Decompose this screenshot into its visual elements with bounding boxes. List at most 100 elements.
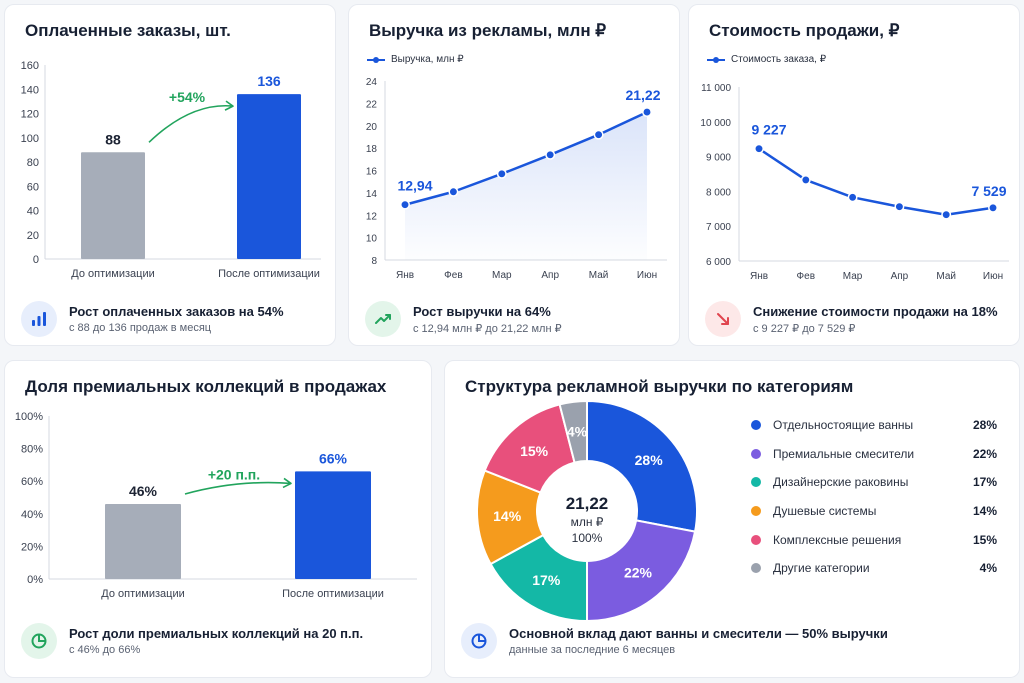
data-point bbox=[496, 168, 507, 179]
legend-label: Премиальные смесители bbox=[773, 446, 915, 461]
donut-slice bbox=[586, 399, 698, 533]
slice-label: 14% bbox=[493, 508, 522, 524]
donut-hole bbox=[538, 462, 636, 560]
data-point bbox=[894, 201, 905, 212]
legend-line-marker bbox=[707, 56, 725, 63]
footer-title: Основной вклад дают ванны и смесители — … bbox=[509, 626, 888, 641]
legend-label: Отдельностоящие ванны bbox=[773, 418, 914, 433]
cost-per-sale-chart: 6 000 7 000 8 000 9 000 10 000 11 000 Янв Фев Ма… bbox=[700, 83, 1009, 282]
legend-value: 14% bbox=[972, 504, 997, 519]
y-tick-label: 80 bbox=[27, 157, 39, 169]
revenue-structure-card: Структура рекламной выручки по категория… bbox=[444, 360, 1020, 678]
y-tick-label: 24 bbox=[366, 77, 378, 88]
y-tick-label: 22 bbox=[366, 99, 378, 110]
bar-chart-icon bbox=[21, 301, 57, 337]
legend-swatch bbox=[751, 506, 761, 517]
x-tick-label: Июн bbox=[983, 271, 1003, 282]
x-tick-label: Фев bbox=[444, 270, 462, 281]
card-title: Оплаченные заказы, шт. bbox=[25, 21, 231, 40]
slice-label: 17% bbox=[532, 572, 561, 588]
y-tick-label: 60% bbox=[21, 476, 43, 488]
data-point bbox=[754, 143, 764, 154]
legend-label: Стоимость заказа, ₽ bbox=[731, 54, 827, 65]
growth-arrowhead bbox=[282, 477, 292, 489]
first-point-label: 12,94 bbox=[397, 178, 432, 194]
y-tick-label: 10 000 bbox=[700, 118, 731, 129]
growth-arrowhead bbox=[224, 100, 234, 111]
growth-arrow bbox=[184, 481, 292, 495]
y-tick-label: 20 bbox=[27, 230, 39, 242]
data-point bbox=[847, 192, 858, 203]
y-tick-label: 10 bbox=[366, 234, 378, 245]
first-point-label: 9 227 bbox=[751, 122, 786, 138]
x-tick-label: Мар bbox=[492, 270, 512, 281]
data-point bbox=[448, 186, 459, 197]
card-footer: Снижение стоимости продажи на 18% с 9 22… bbox=[705, 301, 998, 337]
x-tick-label: Май bbox=[589, 270, 609, 281]
data-point bbox=[988, 202, 998, 213]
bar-value-label: 88 bbox=[105, 131, 121, 147]
y-tick-label: 14 bbox=[366, 189, 378, 200]
card-footer: Рост оплаченных заказов на 54% с 88 до 1… bbox=[21, 301, 284, 337]
series-line bbox=[758, 147, 994, 216]
legend-value: 15% bbox=[972, 532, 997, 547]
footer-subtitle: с 88 до 136 продаж в месяц bbox=[69, 322, 212, 334]
paid-orders-chart: 0 20 40 60 80 100 120 140 160 88 До оптимизации 136… bbox=[21, 60, 321, 280]
donut-legend: Отдельностоящие ванны 28% Премиальные смес… bbox=[751, 411, 997, 583]
x-tick-label: После оптимизации bbox=[218, 268, 320, 280]
legend-value: 4% bbox=[979, 561, 997, 576]
donut-slice bbox=[586, 519, 697, 623]
x-tick-label: Апр bbox=[891, 271, 909, 282]
y-tick-label: 0 bbox=[33, 254, 39, 266]
footer-title: Снижение стоимости продажи на 18% bbox=[753, 303, 998, 319]
legend-value: 17% bbox=[972, 475, 997, 490]
legend-label: Дизайнерские раковины bbox=[773, 475, 909, 490]
x-tick-label: Фев bbox=[797, 271, 815, 282]
bar-value-label: 46% bbox=[129, 483, 158, 499]
y-tick-label: 20 bbox=[366, 122, 378, 133]
legend-item: Комплексные решения 15% bbox=[751, 525, 997, 554]
legend-swatch bbox=[751, 477, 761, 488]
growth-arrow bbox=[148, 104, 234, 143]
legend-item: Другие категории 4% bbox=[751, 554, 997, 583]
y-tick-label: 6 000 bbox=[706, 257, 731, 268]
y-tick-label: 100% bbox=[15, 411, 43, 423]
slice-label: 15% bbox=[520, 443, 549, 459]
bar bbox=[295, 471, 371, 579]
y-tick-label: 8 bbox=[371, 256, 377, 267]
growth-label: +54% bbox=[169, 89, 206, 105]
legend-swatch bbox=[751, 448, 761, 459]
premium-share-card: Доля премиальных коллекций в продажах 0%… bbox=[4, 360, 432, 678]
legend-label: Выручка, млн ₽ bbox=[391, 54, 464, 65]
y-tick-label: 9 000 bbox=[706, 153, 731, 164]
growth-label: +20 п.п. bbox=[208, 466, 260, 482]
pie-chart-icon bbox=[21, 623, 57, 659]
legend-swatch bbox=[751, 534, 761, 545]
x-tick-label: Июн bbox=[637, 270, 657, 281]
x-tick-label: До оптимизации bbox=[101, 588, 184, 600]
card-footer: Рост выручки на 64% с 12,94 млн ₽ до 21,… bbox=[365, 301, 562, 337]
data-point bbox=[642, 107, 652, 118]
legend-value: 22% bbox=[972, 446, 997, 461]
series-area bbox=[405, 112, 647, 260]
legend-label: Комплексные решения bbox=[773, 532, 902, 547]
slice-label: 4% bbox=[567, 424, 588, 440]
y-tick-label: 140 bbox=[21, 84, 39, 96]
legend-value: 28% bbox=[972, 418, 997, 433]
data-point bbox=[941, 209, 952, 220]
y-tick-label: 18 bbox=[366, 144, 378, 155]
x-tick-label: Апр bbox=[541, 270, 559, 281]
y-tick-label: 20% bbox=[21, 541, 43, 553]
x-tick-label: После оптимизации bbox=[282, 588, 384, 600]
y-tick-label: 40 bbox=[27, 206, 39, 218]
ad-revenue-chart: 8 10 12 14 16 18 20 22 24 Янв Фев Мар Апр Май Июн 12,94… bbox=[366, 77, 667, 281]
card-title: Выручка из рекламы, млн ₽ bbox=[369, 21, 607, 40]
chart-legend: Выручка, млн ₽ bbox=[367, 54, 464, 65]
data-point bbox=[545, 149, 556, 160]
donut-center-percent: 100% bbox=[572, 531, 603, 545]
slice-label: 22% bbox=[624, 565, 653, 581]
legend-item: Душевые системы 14% bbox=[751, 497, 997, 526]
legend-swatch bbox=[751, 563, 761, 574]
footer-subtitle: данные за последние 6 месяцев bbox=[509, 644, 676, 656]
y-tick-label: 8 000 bbox=[706, 187, 731, 198]
